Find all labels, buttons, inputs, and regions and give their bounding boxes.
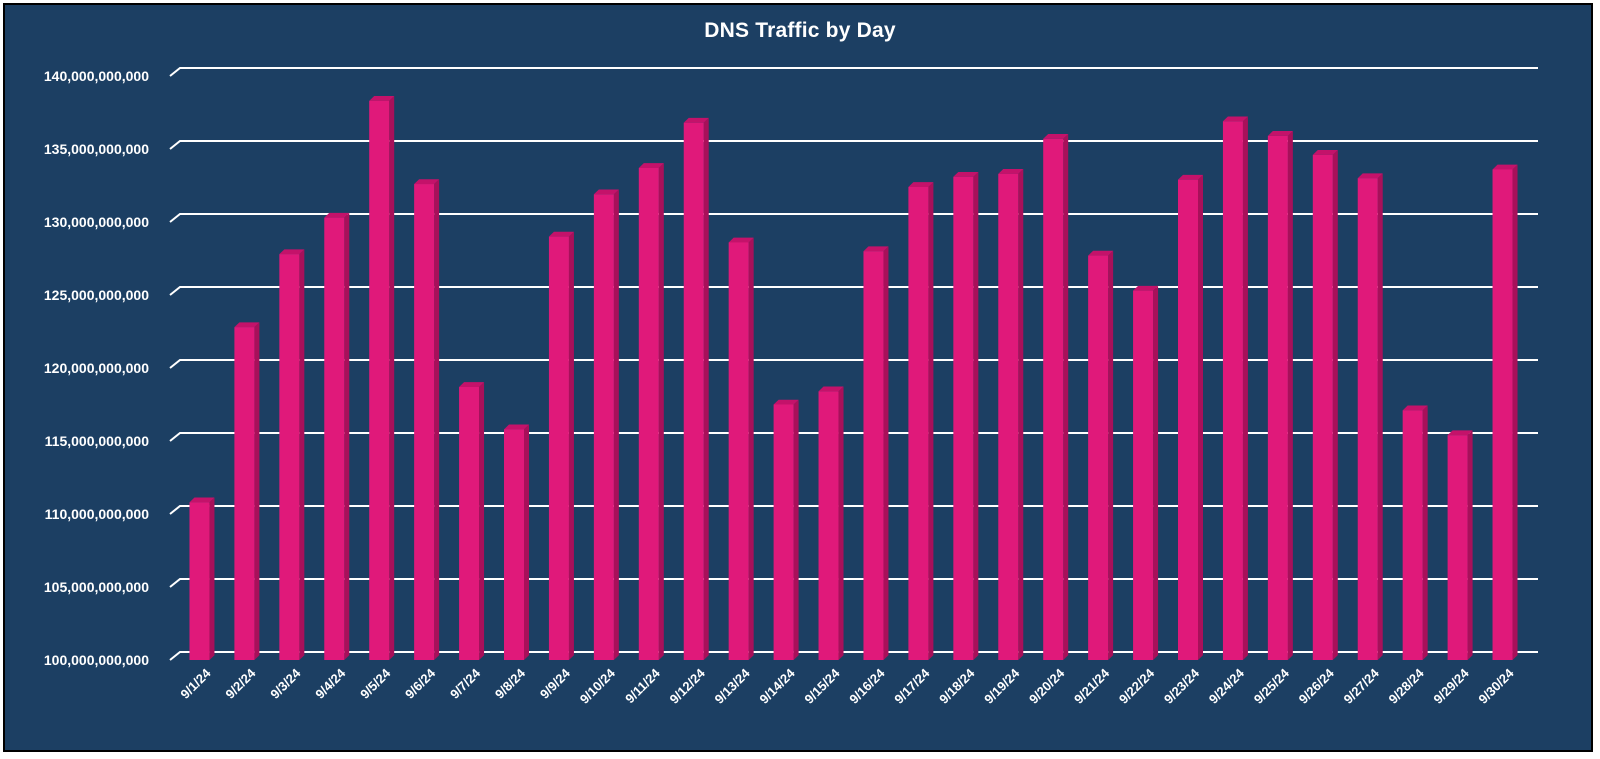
gridlines xyxy=(169,67,1538,661)
x-tick-label: 9/12/24 xyxy=(667,665,709,707)
x-tick-label: 9/5/24 xyxy=(357,665,394,702)
x-tick-label: 9/28/24 xyxy=(1386,665,1428,707)
bar xyxy=(728,237,754,660)
chart-title: DNS Traffic by Day xyxy=(704,19,896,42)
bar xyxy=(1178,174,1203,661)
bars xyxy=(189,96,1518,661)
bar xyxy=(908,182,934,660)
y-tick-label: 105,000,000,000 xyxy=(44,579,149,595)
y-tick-label: 125,000,000,000 xyxy=(44,287,149,303)
x-axis-ticks: 9/1/24 9/2/24 9/3/24 9/4/24 9/5/24 9/6/24 9/7/… xyxy=(177,665,1517,707)
bar xyxy=(414,179,440,661)
chart-plot: 100,000,000,000 105,000,000,000 110,000,00… xyxy=(44,67,1538,707)
x-tick-label: 9/19/24 xyxy=(981,665,1023,707)
bar xyxy=(998,169,1024,660)
y-tick-label: 140,000,000,000 xyxy=(44,68,149,84)
x-tick-label: 9/10/24 xyxy=(577,665,619,707)
bar xyxy=(324,212,350,660)
bar xyxy=(683,117,709,661)
x-tick-label: 9/1/24 xyxy=(177,665,214,702)
bar xyxy=(234,322,260,660)
x-tick-label: 9/27/24 xyxy=(1341,665,1383,707)
gridline xyxy=(169,359,1538,369)
gridline xyxy=(169,67,1538,77)
x-tick-label: 9/14/24 xyxy=(756,665,798,707)
bar xyxy=(279,249,305,660)
x-tick-label: 9/21/24 xyxy=(1071,665,1113,707)
bar xyxy=(953,171,979,661)
x-tick-label: 9/9/24 xyxy=(537,665,574,702)
bar xyxy=(1267,131,1293,661)
x-tick-label: 9/7/24 xyxy=(447,665,484,702)
bar xyxy=(1447,430,1473,660)
y-tick-label: 130,000,000,000 xyxy=(44,214,149,230)
bar xyxy=(548,231,574,661)
y-tick-label: 120,000,000,000 xyxy=(44,360,149,376)
gridline xyxy=(169,140,1538,150)
x-tick-label: 9/3/24 xyxy=(267,665,304,702)
gridline xyxy=(169,505,1538,515)
y-tick-label: 110,000,000,000 xyxy=(45,506,150,522)
x-tick-label: 9/18/24 xyxy=(936,665,978,707)
x-tick-label: 9/20/24 xyxy=(1026,665,1068,707)
x-tick-label: 9/6/24 xyxy=(402,665,439,702)
bar xyxy=(369,96,395,660)
x-tick-label: 9/2/24 xyxy=(222,665,259,702)
x-tick-label: 9/22/24 xyxy=(1116,665,1158,707)
chart-frame: DNS Traffic by Day 100,000,000,000 105,00… xyxy=(3,3,1593,752)
gridline xyxy=(169,432,1538,442)
bar xyxy=(1133,285,1159,660)
y-tick-label: 135,000,000,000 xyxy=(44,141,149,157)
x-tick-label: 9/26/24 xyxy=(1296,665,1338,707)
y-axis-ticks: 100,000,000,000 105,000,000,000 110,000,00… xyxy=(44,68,149,668)
x-tick-label: 9/11/24 xyxy=(622,665,663,706)
x-tick-label: 9/17/24 xyxy=(891,665,933,707)
bar xyxy=(504,424,529,660)
x-tick-label: 9/8/24 xyxy=(492,665,529,702)
x-tick-label: 9/24/24 xyxy=(1206,665,1248,707)
bar xyxy=(863,246,889,660)
y-tick-label: 100,000,000,000 xyxy=(44,652,149,668)
bar xyxy=(189,497,215,660)
bar xyxy=(638,163,664,661)
gridline xyxy=(169,578,1538,588)
bar xyxy=(1222,116,1248,660)
gridline xyxy=(169,651,1538,661)
x-tick-label: 9/15/24 xyxy=(801,665,843,707)
x-tick-label: 9/13/24 xyxy=(712,665,754,707)
x-tick-label: 9/25/24 xyxy=(1251,665,1293,707)
bar xyxy=(773,399,799,660)
bar xyxy=(1357,173,1383,660)
x-tick-label: 9/16/24 xyxy=(846,665,888,707)
bar xyxy=(1492,164,1518,660)
x-tick-label: 9/29/24 xyxy=(1430,665,1472,707)
x-tick-label: 9/23/24 xyxy=(1161,665,1203,707)
x-tick-label: 9/4/24 xyxy=(312,665,349,702)
bar xyxy=(818,386,844,660)
bar xyxy=(1043,133,1069,661)
gridline xyxy=(169,286,1538,296)
bar xyxy=(1402,405,1428,660)
x-tick-label: 9/30/24 xyxy=(1475,665,1517,707)
y-tick-label: 115,000,000,000 xyxy=(45,433,150,449)
bar xyxy=(593,189,619,660)
bar xyxy=(459,382,485,660)
bar xyxy=(1312,150,1338,661)
bar xyxy=(1088,250,1114,660)
gridline xyxy=(169,213,1538,223)
